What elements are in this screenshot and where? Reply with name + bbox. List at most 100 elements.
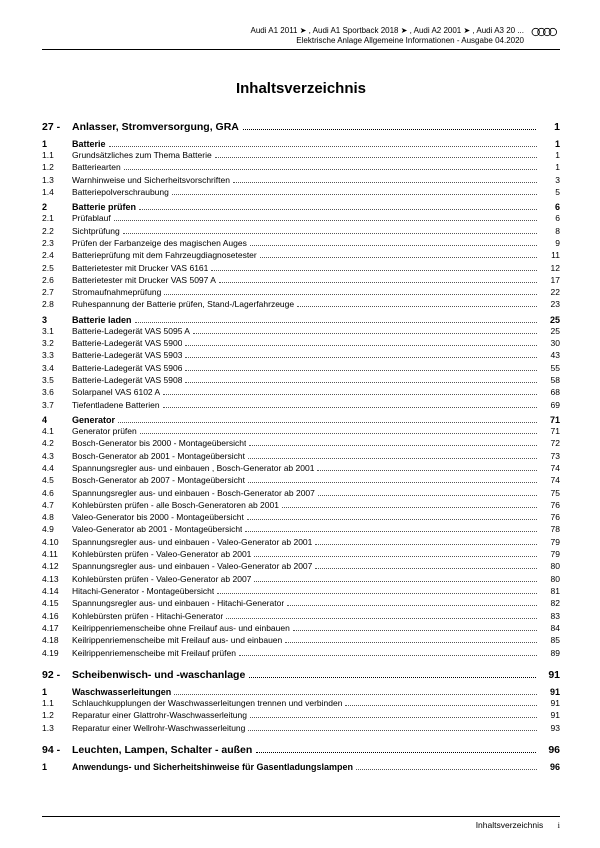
- toc-entry: 4.15Spannungsregler aus- und einbauen - …: [42, 597, 560, 609]
- toc-section-label: Waschwasserleitungen: [72, 687, 171, 697]
- toc-entry-label: Batterie-Ladegerät VAS 5095 A: [72, 325, 190, 337]
- toc-entry: 4.18Keilrippenriemenscheibe mit Freilauf…: [42, 634, 560, 646]
- dot-leader: [249, 677, 536, 678]
- toc-entry-page: 55: [540, 362, 560, 374]
- dot-leader: [243, 129, 536, 130]
- toc-entry-num: 1.1: [42, 149, 72, 161]
- toc-entry-label: Reparatur einer Glattrohr-Waschwasserlei…: [72, 709, 247, 721]
- dot-leader: [217, 593, 537, 594]
- header: Audi A1 2011 ➤ , Audi A1 Sportback 2018 …: [42, 26, 560, 46]
- toc-entry: 4.11Kohlebürsten prüfen - Valeo-Generato…: [42, 548, 560, 560]
- dot-leader: [185, 357, 537, 358]
- toc-entry-num: 4.11: [42, 548, 72, 560]
- toc-entry-label: Stromaufnahmeprüfung: [72, 286, 161, 298]
- toc-entry-num: 4.5: [42, 474, 72, 486]
- toc-entry-num: 4.6: [42, 487, 72, 499]
- toc-section-page: 25: [540, 315, 560, 325]
- toc-section-num: 1: [42, 139, 72, 149]
- toc-entry-label: Sichtprüfung: [72, 225, 120, 237]
- dot-leader: [250, 245, 537, 246]
- toc-entry-label: Warnhinweise und Sicherheitsvorschriften: [72, 174, 230, 186]
- toc-entry-num: 4.18: [42, 634, 72, 646]
- toc-entry-num: 4.3: [42, 450, 72, 462]
- toc-chapter: 92 -Scheibenwisch- und -waschanlage91: [42, 669, 560, 681]
- toc-entry-page: 81: [540, 585, 560, 597]
- toc-entry-page: 17: [540, 274, 560, 286]
- toc-entry-page: 91: [540, 709, 560, 721]
- header-line-1: Audi A1 2011 ➤ , Audi A1 Sportback 2018 …: [42, 26, 524, 36]
- toc-entry-page: 85: [540, 634, 560, 646]
- toc-entry: 4.12Spannungsregler aus- und einbauen - …: [42, 560, 560, 572]
- toc-entry-page: 82: [540, 597, 560, 609]
- toc-entry: 3.6Solarpanel VAS 6102 A68: [42, 386, 560, 398]
- toc-chapter-page: 1: [540, 121, 560, 133]
- toc-entry: 2.8Ruhespannung der Batterie prüfen, Sta…: [42, 298, 560, 310]
- toc-entry-num: 3.6: [42, 386, 72, 398]
- toc-entry: 4.3Bosch-Generator ab 2001 - Montageüber…: [42, 450, 560, 462]
- toc-entry: 4.6Spannungsregler aus- und einbauen - B…: [42, 487, 560, 499]
- toc-chapter-page: 96: [540, 744, 560, 756]
- toc-chapter: 94 -Leuchten, Lampen, Schalter - außen96: [42, 744, 560, 756]
- toc-entry-page: 73: [540, 450, 560, 462]
- toc-entry-page: 84: [540, 622, 560, 634]
- toc-entry-page: 6: [540, 212, 560, 224]
- dot-leader: [109, 146, 537, 147]
- toc-entry-num: 4.7: [42, 499, 72, 511]
- toc-entry-num: 3.3: [42, 349, 72, 361]
- toc-entry-label: Keilrippenriemenscheibe ohne Freilauf au…: [72, 622, 290, 634]
- toc-entry-num: 4.1: [42, 425, 72, 437]
- dot-leader: [135, 322, 537, 323]
- toc-entry-num: 4.12: [42, 560, 72, 572]
- toc-entry-num: 1.2: [42, 161, 72, 173]
- toc-entry-label: Reparatur einer Wellrohr-Waschwasserleit…: [72, 722, 245, 734]
- toc-entry-label: Solarpanel VAS 6102 A: [72, 386, 160, 398]
- toc-entry-page: 25: [540, 325, 560, 337]
- dot-leader: [163, 407, 537, 408]
- dot-leader: [245, 531, 537, 532]
- toc-entry-label: Tiefentladene Batterien: [72, 399, 160, 411]
- dot-leader: [140, 433, 537, 434]
- toc-entry-page: 69: [540, 399, 560, 411]
- toc-entry-page: 72: [540, 437, 560, 449]
- toc-chapter-label: Leuchten, Lampen, Schalter - außen: [72, 744, 252, 756]
- toc-entry-num: 1.3: [42, 174, 72, 186]
- toc-entry-page: 79: [540, 548, 560, 560]
- dot-leader: [185, 382, 537, 383]
- toc-entry: 1.3Reparatur einer Wellrohr-Waschwasserl…: [42, 722, 560, 734]
- toc-entry-num: 3.7: [42, 399, 72, 411]
- toc-entry: 3.2Batterie-Ladegerät VAS 590030: [42, 337, 560, 349]
- toc-section-page: 6: [540, 202, 560, 212]
- dot-leader: [317, 470, 537, 471]
- toc-entry-page: 12: [540, 262, 560, 274]
- toc-entry: 1.4Batteriepolverschraubung5: [42, 186, 560, 198]
- toc-entry-num: 4.13: [42, 573, 72, 585]
- dot-leader: [185, 370, 537, 371]
- toc-entry-label: Kohlebürsten prüfen - alle Bosch-Generat…: [72, 499, 279, 511]
- toc-chapter-page: 91: [540, 669, 560, 681]
- toc-entry-label: Bosch-Generator ab 2007 - Montageübersic…: [72, 474, 245, 486]
- toc-entry: 2.5Batterietester mit Drucker VAS 616112: [42, 262, 560, 274]
- footer-page-roman: i: [558, 820, 560, 830]
- toc-entry-page: 9: [540, 237, 560, 249]
- toc-entry-num: 2.1: [42, 212, 72, 224]
- dot-leader: [233, 182, 537, 183]
- toc-entry: 1.2Reparatur einer Glattrohr-Waschwasser…: [42, 709, 560, 721]
- toc-entry-label: Batterie-Ladegerät VAS 5908: [72, 374, 182, 386]
- toc-entry-num: 3.1: [42, 325, 72, 337]
- dot-leader: [226, 618, 537, 619]
- dot-leader: [163, 394, 537, 395]
- toc-entry-label: Batterieprüfung mit dem Fahrzeugdiagnose…: [72, 249, 257, 261]
- dot-leader: [219, 282, 537, 283]
- toc-entry-num: 3.2: [42, 337, 72, 349]
- toc-entry-label: Keilrippenriemenscheibe mit Freilauf aus…: [72, 634, 282, 646]
- toc-section-label: Generator: [72, 415, 115, 425]
- toc-section: 1Waschwasserleitungen91: [42, 687, 560, 697]
- dot-leader: [124, 169, 537, 170]
- header-text: Audi A1 2011 ➤ , Audi A1 Sportback 2018 …: [42, 26, 524, 46]
- toc-section-label: Anwendungs- und Sicherheitshinweise für …: [72, 762, 353, 772]
- audi-logo-icon: [530, 27, 560, 39]
- dot-leader: [248, 458, 537, 459]
- toc-entry-label: Prüfablauf: [72, 212, 111, 224]
- toc-entry-num: 2.7: [42, 286, 72, 298]
- header-line-2: Elektrische Anlage Allgemeine Informatio…: [42, 36, 524, 46]
